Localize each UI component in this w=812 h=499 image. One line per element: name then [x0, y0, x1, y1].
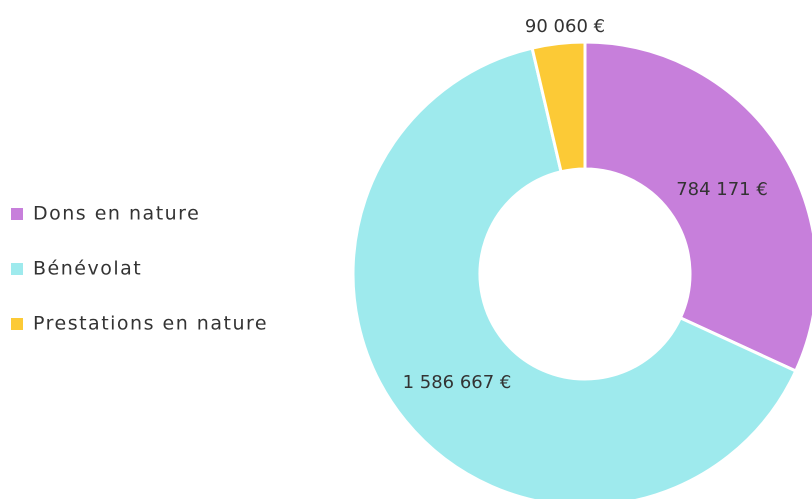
- legend-label: Dons en nature: [33, 203, 200, 225]
- donut-slice: [583, 40, 812, 373]
- donut-slice: [530, 40, 587, 174]
- slice-label: 784 171 €: [676, 179, 768, 200]
- legend-swatch: [11, 318, 23, 330]
- legend-swatch: [11, 263, 23, 275]
- donut-slice: [351, 46, 798, 499]
- slice-label: 1 586 667 €: [403, 372, 512, 393]
- legend-swatch: [11, 208, 23, 220]
- slice-label: 90 060 €: [525, 16, 605, 37]
- legend-label: Bénévolat: [33, 258, 142, 280]
- legend-label: Prestations en nature: [33, 313, 268, 335]
